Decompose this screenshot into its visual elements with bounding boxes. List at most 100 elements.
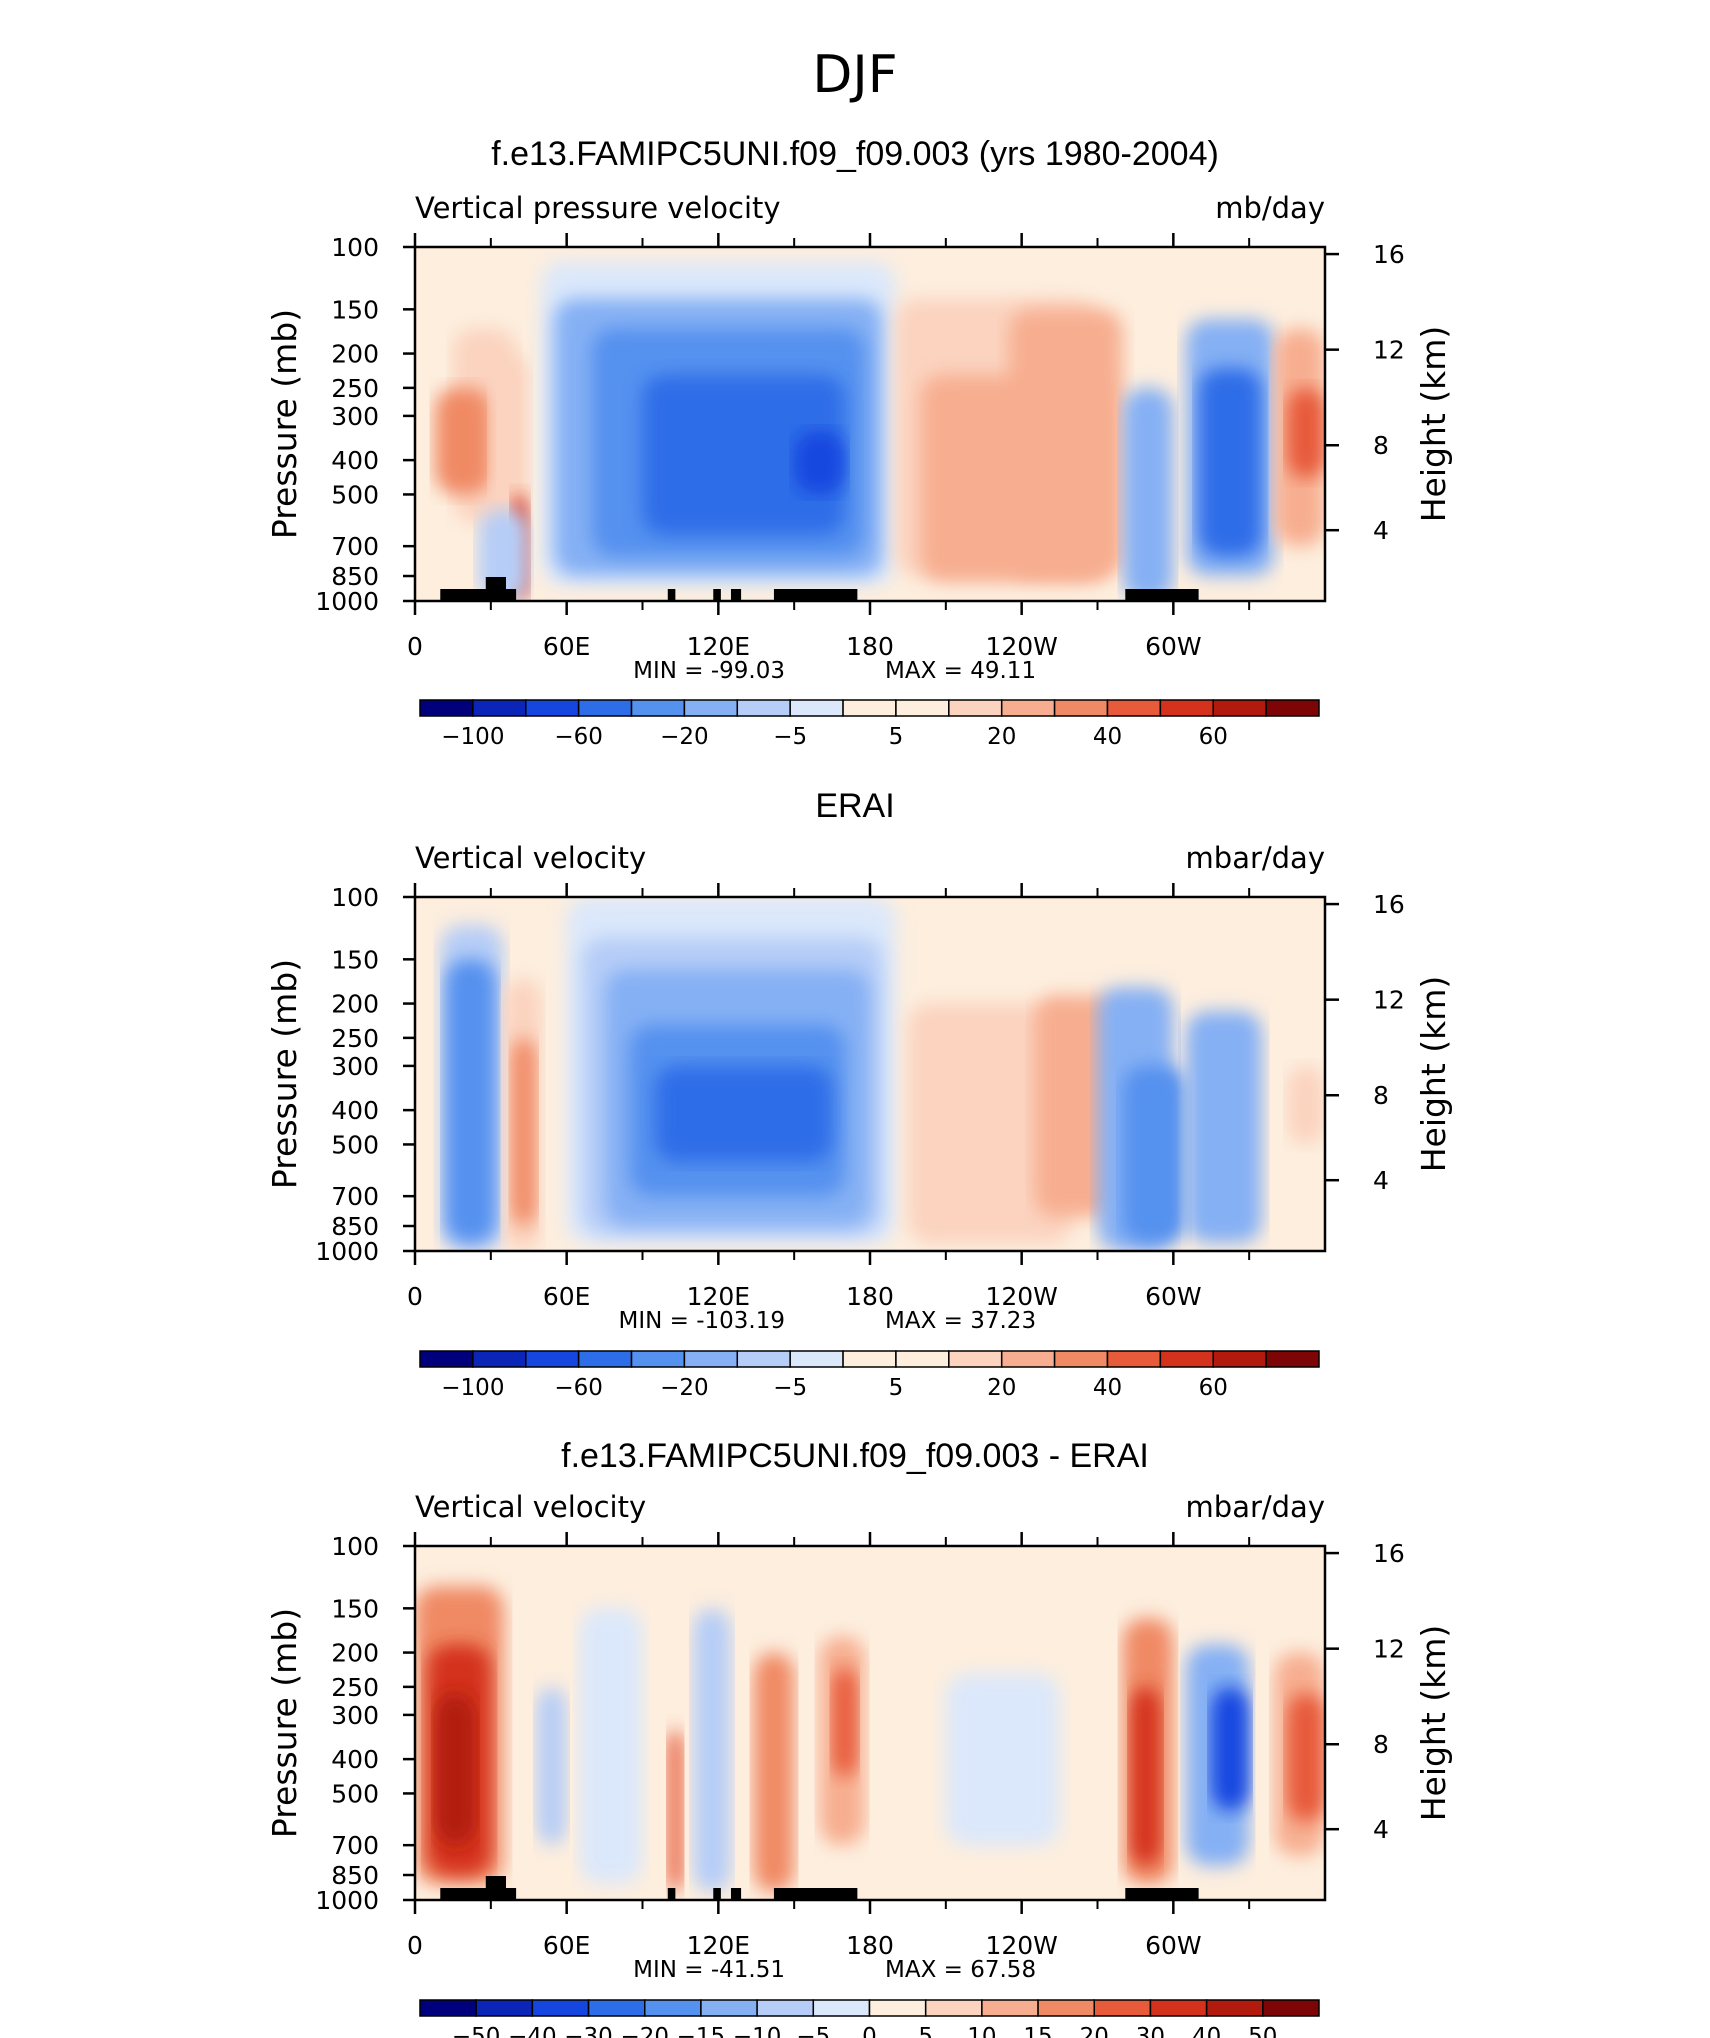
colorbar-cell: [1149, 1999, 1208, 2017]
colorbar-cell: [1053, 1350, 1109, 1368]
x-tick-label: 120W: [985, 1282, 1057, 1311]
land-mask: [730, 589, 742, 601]
y-tick-label: 500: [331, 1130, 379, 1159]
figure-title: DJF: [812, 45, 897, 105]
x-tick-label: 60W: [1145, 1931, 1202, 1960]
colorbar-cell: [981, 1999, 1039, 2017]
y-tick-label: 700: [331, 1182, 379, 1211]
y-right-tick-label: 12: [1373, 986, 1405, 1015]
colorbar-cell: [419, 699, 474, 717]
field-region: [753, 1652, 795, 1893]
land-mask: [667, 1888, 676, 1900]
panel-title: f.e13.FAMIPC5UNI.f09_f09.003 - ERAI: [561, 1437, 1149, 1475]
field-region: [536, 1686, 567, 1846]
colorbar-label: −60: [554, 1375, 603, 1401]
panel-3: f.e13.FAMIPC5UNI.f09_f09.003 - ERAI Verti…: [265, 1437, 1453, 2038]
y-right-axis-label: Height (km): [1414, 1625, 1453, 1822]
field-region: [642, 375, 845, 535]
field-region: [1287, 1692, 1325, 1822]
y-tick-label: 400: [331, 1745, 379, 1774]
colorbar-cell: [842, 699, 897, 717]
colorbar-label: 40: [1093, 1375, 1122, 1401]
colorbar-cell: [525, 1350, 580, 1368]
colorbar-cell: [1000, 1350, 1056, 1368]
field-region: [1122, 1065, 1186, 1244]
colorbar-cell: [736, 1350, 791, 1368]
colorbar-cell: [895, 1350, 950, 1368]
y-tick-label: 1000: [315, 1886, 379, 1915]
colorbar-label: −20: [660, 1375, 709, 1401]
colorbar-label: −20: [620, 2024, 669, 2038]
field-region: [579, 1608, 643, 1884]
field-region: [794, 430, 845, 495]
variable-label: Vertical pressure velocity: [415, 191, 781, 225]
colorbar-label: −100: [441, 1375, 504, 1401]
field-region: [832, 1667, 858, 1778]
colorbar-cell: [475, 1999, 534, 2017]
x-tick-label: 120E: [687, 1931, 751, 1960]
y-right-tick-label: 4: [1373, 1815, 1389, 1844]
colorbar-label: 60: [1199, 1375, 1228, 1401]
colorbar-cell: [577, 1350, 633, 1368]
colorbar-label: 20: [987, 1375, 1016, 1401]
colorbar-cell: [1212, 699, 1267, 717]
colorbar-label: −5: [773, 724, 807, 750]
y-right-tick-label: 12: [1373, 1635, 1405, 1664]
colorbar-label: 5: [918, 2024, 933, 2038]
colorbar-cell: [1159, 699, 1214, 717]
y-tick-label: 150: [331, 945, 379, 974]
y-right-tick-label: 8: [1373, 1730, 1389, 1759]
x-tick-label: 180: [846, 632, 894, 661]
colorbar-label: 5: [889, 724, 904, 750]
colorbar-label: −100: [441, 724, 504, 750]
x-tick-label: 60E: [543, 1931, 591, 1960]
x-tick-label: 0: [407, 1931, 423, 1960]
colorbar-cell: [1212, 1350, 1267, 1368]
x-tick-label: 180: [846, 1282, 894, 1311]
colorbar-cell: [948, 1350, 1003, 1368]
y-tick-label: 700: [331, 532, 379, 561]
min-label: MIN = -99.03: [633, 658, 785, 684]
x-tick-label: 120W: [985, 1931, 1057, 1960]
colorbar-cell: [1159, 1350, 1214, 1368]
colorbar-cell: [1262, 1999, 1320, 2017]
colorbar-label: 15: [1023, 2024, 1052, 2038]
colorbar-cell: [924, 1999, 983, 2017]
colorbar-label: −40: [508, 2024, 557, 2038]
y-tick-label: 250: [331, 1024, 379, 1053]
x-tick-label: 60W: [1145, 632, 1202, 661]
field-region: [1034, 995, 1118, 1217]
field-region: [1211, 1686, 1250, 1811]
colorbar-cell: [1037, 1999, 1095, 2017]
y-tick-label: 200: [331, 990, 379, 1019]
y-tick-label: 300: [331, 402, 379, 431]
colorbar-label: −60: [554, 724, 603, 750]
y-axis-label: Pressure (mb): [265, 309, 304, 539]
y-axis-label: Pressure (mb): [265, 959, 304, 1189]
x-tick-label: 60E: [543, 1282, 591, 1311]
colorbar-cell: [812, 1999, 871, 2017]
colorbar-cell: [1093, 1999, 1152, 2017]
colorbar-label: 5: [889, 1375, 904, 1401]
colorbar-label: −5: [773, 1375, 807, 1401]
colorbar-label: −50: [452, 2024, 501, 2038]
colorbar-label: −10: [733, 2024, 782, 2038]
y-tick-label: 150: [331, 1594, 379, 1623]
colorbar-cell: [587, 1999, 646, 2017]
y-right-tick-label: 8: [1373, 431, 1389, 460]
x-tick-label: 120W: [985, 632, 1057, 661]
land-mask: [713, 1888, 721, 1900]
colorbar-label: 50: [1248, 2024, 1277, 2038]
land-mask: [485, 1876, 506, 1900]
units-label: mb/day: [1215, 191, 1325, 225]
max-label: MAX = 37.23: [885, 1308, 1036, 1334]
y-right-tick-label: 12: [1373, 336, 1405, 365]
x-tick-label: 60W: [1145, 1282, 1202, 1311]
field-region: [1009, 309, 1123, 577]
y-tick-label: 200: [331, 340, 379, 369]
min-label: MIN = -41.51: [633, 1957, 785, 1983]
colorbar-cell: [789, 1350, 844, 1368]
y-tick-label: 850: [331, 562, 379, 591]
y-tick-label: 700: [331, 1831, 379, 1860]
colorbar-cell: [531, 1999, 590, 2017]
